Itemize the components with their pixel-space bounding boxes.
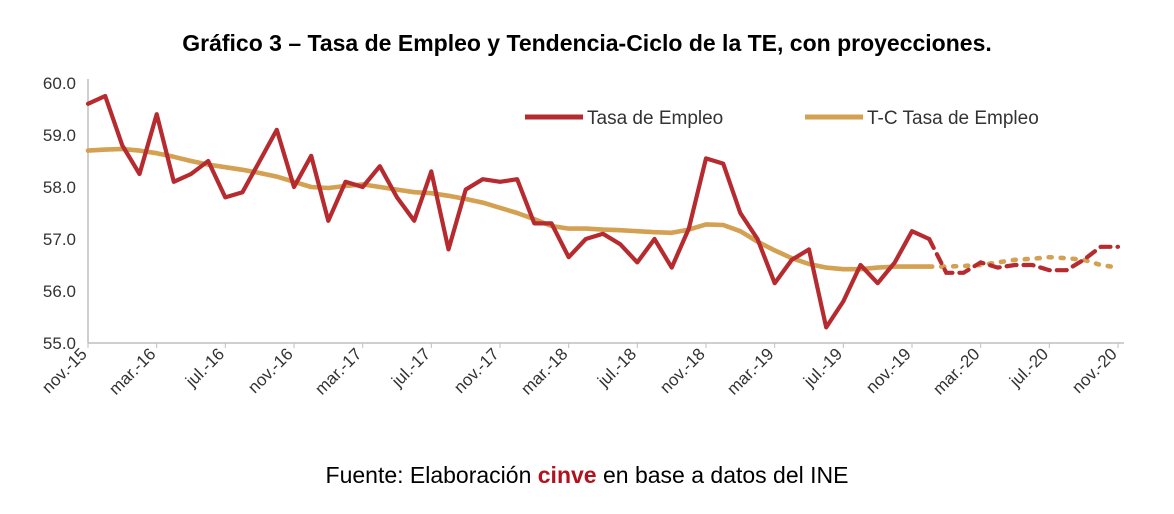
legend-label-tasa-de-empleo: Tasa de Empleo — [587, 108, 723, 129]
x-tick-label: jul.-16 — [181, 344, 228, 391]
y-tick-label: 60.0 — [43, 74, 76, 93]
x-tick-label: mar.-19 — [723, 344, 777, 398]
y-tick-label: 58.0 — [43, 178, 76, 197]
source-note: Fuente: Elaboración cinve en base a dato… — [0, 462, 1174, 489]
tasa-de-empleo-projection-line — [927, 236, 1121, 275]
chart-title: Gráfico 3 – Tasa de Empleo y Tendencia-C… — [182, 30, 992, 56]
x-tick-label: jul.-19 — [799, 344, 846, 391]
y-tick-label: 57.0 — [43, 230, 76, 249]
source-suffix: en base a datos del INE — [596, 462, 849, 488]
source-prefix: Fuente: Elaboración — [325, 462, 538, 488]
t-c-tasa-de-empleo-observed-line — [85, 146, 932, 272]
x-tick-label: mar.-16 — [105, 344, 159, 398]
x-tick-label: nov.-16 — [244, 344, 297, 397]
x-tick-label: nov.-19 — [862, 344, 915, 397]
y-tick-label: 55.0 — [43, 334, 76, 353]
x-tick-label: jul.-18 — [593, 344, 640, 391]
x-tick-label: jul.-20 — [1005, 344, 1052, 391]
y-tick-label: 56.0 — [43, 282, 76, 301]
series-layer — [85, 93, 1121, 330]
x-tick-label: nov.-20 — [1068, 344, 1121, 397]
y-tick-label: 59.0 — [43, 126, 76, 145]
t-c-tasa-de-empleo-projection-line — [926, 254, 1121, 270]
x-tick-label: nov.-17 — [450, 344, 503, 397]
tasa-de-empleo-observed-line — [85, 93, 932, 330]
legend-label-t-c-tasa-de-empleo: T-C Tasa de Empleo — [867, 108, 1039, 129]
x-tick-label: mar.-17 — [311, 344, 365, 398]
x-tick-label: nov.-18 — [656, 344, 709, 397]
x-tick-label: jul.-17 — [387, 344, 434, 391]
legend: Tasa de Empleo T-C Tasa de Empleo — [525, 108, 1039, 129]
x-tick-label: mar.-20 — [929, 344, 983, 398]
x-tick-label: mar.-18 — [517, 344, 571, 398]
source-brand: cinve — [537, 462, 597, 488]
